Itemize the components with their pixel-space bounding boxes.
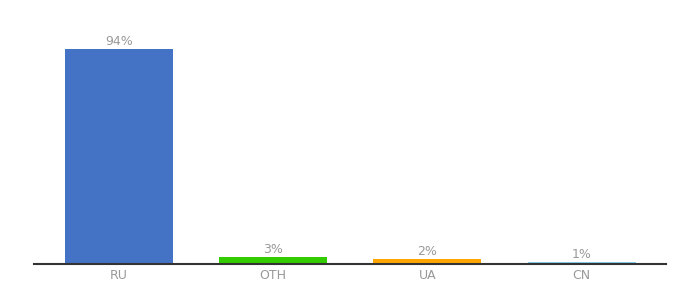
Bar (373, 260, 481, 264)
Text: 2%: 2% (418, 245, 437, 258)
Text: 1%: 1% (572, 248, 592, 261)
Bar (528, 262, 636, 264)
Bar (219, 257, 327, 264)
Bar (65, 49, 173, 264)
Text: 3%: 3% (263, 243, 283, 256)
Text: 94%: 94% (105, 35, 133, 48)
